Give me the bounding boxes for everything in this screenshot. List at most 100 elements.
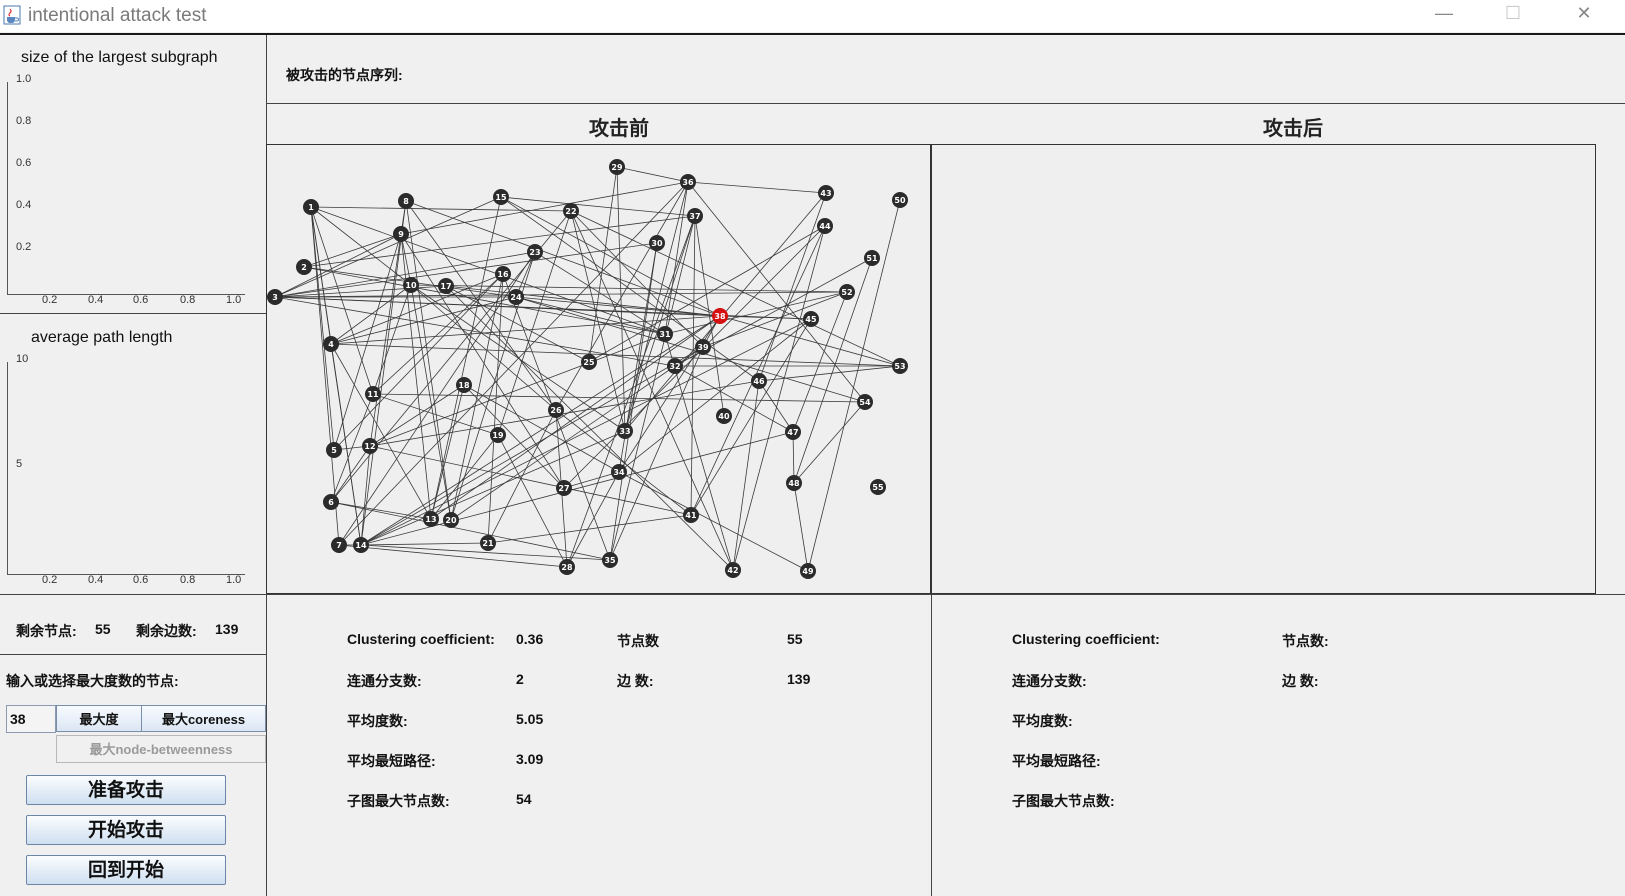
graph-edge xyxy=(793,482,809,572)
node-id-input[interactable]: 38 xyxy=(6,705,56,733)
graph-edge xyxy=(310,206,572,212)
minimize-button[interactable]: — xyxy=(1435,3,1453,23)
graph-node-23[interactable]: 23 xyxy=(527,244,543,260)
graph-node-3[interactable]: 3 xyxy=(267,289,283,305)
graph-edge xyxy=(445,285,590,363)
graph-edge xyxy=(588,225,826,363)
graph-node-54[interactable]: 54 xyxy=(857,394,873,410)
graph-node-label: 20 xyxy=(445,516,457,525)
graph-node-20[interactable]: 20 xyxy=(443,512,459,528)
graph-node-label: 46 xyxy=(753,377,765,386)
graph-node-39[interactable]: 39 xyxy=(695,339,711,355)
x-tick: 0.8 xyxy=(180,294,196,306)
start-attack-button[interactable]: 开始攻击 xyxy=(26,815,226,845)
graph-node-1[interactable]: 1 xyxy=(303,199,319,215)
graph-node-43[interactable]: 43 xyxy=(818,185,834,201)
graph-edge xyxy=(369,333,666,447)
graph-node-6[interactable]: 6 xyxy=(323,494,339,510)
graph-edge xyxy=(793,401,866,484)
graph-node-51[interactable]: 51 xyxy=(864,250,880,266)
close-button[interactable]: ✕ xyxy=(1576,3,1592,23)
graph-node-40[interactable]: 40 xyxy=(716,408,732,424)
graph-node-50[interactable]: 50 xyxy=(892,192,908,208)
graph-node-30[interactable]: 30 xyxy=(649,235,665,251)
graph-node-52[interactable]: 52 xyxy=(839,284,855,300)
graph-node-22[interactable]: 22 xyxy=(563,203,579,219)
graph-node-21[interactable]: 21 xyxy=(480,535,496,551)
window-titlebar xyxy=(0,0,1625,32)
graph-node-4[interactable]: 4 xyxy=(323,336,339,352)
graph-node-circle xyxy=(817,218,833,234)
graph-node-26[interactable]: 26 xyxy=(548,402,564,418)
graph-node-9[interactable]: 9 xyxy=(393,226,409,242)
graph-node-44[interactable]: 44 xyxy=(817,218,833,234)
reset-button[interactable]: 回到开始 xyxy=(26,855,226,885)
graph-node-19[interactable]: 19 xyxy=(490,427,506,443)
graph-node-circle xyxy=(493,189,509,205)
after-attack-title: 攻击后 xyxy=(1263,118,1323,140)
graph-node-10[interactable]: 10 xyxy=(403,277,419,293)
graph-node-5[interactable]: 5 xyxy=(326,442,342,458)
graph-node-2[interactable]: 2 xyxy=(296,259,312,275)
graph-node-25[interactable]: 25 xyxy=(581,354,597,370)
graph-node-14[interactable]: 14 xyxy=(353,537,369,553)
graph-node-12[interactable]: 12 xyxy=(362,438,378,454)
after-max-subgraph-label: 子图最大节点数: xyxy=(1012,793,1115,809)
remaining-nodes-value: 55 xyxy=(95,621,111,637)
graph-edge xyxy=(400,233,412,286)
graph-node-label: 11 xyxy=(367,390,379,399)
graph-node-label: 28 xyxy=(561,563,573,572)
graph-node-label: 4 xyxy=(328,340,334,349)
max-coreness-button[interactable]: 最大coreness xyxy=(141,705,266,732)
graph-node-circle xyxy=(712,308,728,324)
graph-node-circle xyxy=(480,535,496,551)
graph-node-49[interactable]: 49 xyxy=(800,563,816,579)
graph-node-circle xyxy=(508,289,524,305)
graph-node-42[interactable]: 42 xyxy=(725,562,741,578)
graph-edge xyxy=(758,365,901,382)
graph-node-53[interactable]: 53 xyxy=(892,358,908,374)
prepare-attack-button[interactable]: 准备攻击 xyxy=(26,775,226,805)
graph-node-circle xyxy=(438,278,454,294)
graph-node-11[interactable]: 11 xyxy=(365,386,381,402)
graph-node-15[interactable]: 15 xyxy=(493,189,509,205)
max-betweenness-button[interactable]: 最大node-betweenness xyxy=(56,735,266,763)
graph-node-35[interactable]: 35 xyxy=(602,552,618,568)
graph-edge xyxy=(515,296,666,335)
graph-edge xyxy=(500,196,696,217)
graph-node-32[interactable]: 32 xyxy=(667,358,683,374)
graph-node-47[interactable]: 47 xyxy=(785,424,801,440)
y-tick: 0.4 xyxy=(16,199,32,211)
graph-node-48[interactable]: 48 xyxy=(786,475,802,491)
max-subgraph-label: 子图最大节点数: xyxy=(347,793,450,809)
graph-node-circle xyxy=(495,266,511,282)
graph-node-8[interactable]: 8 xyxy=(398,193,414,209)
graph-node-34[interactable]: 34 xyxy=(611,464,627,480)
graph-node-29[interactable]: 29 xyxy=(609,159,625,175)
graph-node-45[interactable]: 45 xyxy=(803,311,819,327)
graph-node-7[interactable]: 7 xyxy=(331,537,347,553)
max-degree-button[interactable]: 最大度 xyxy=(56,705,142,732)
graph-node-46[interactable]: 46 xyxy=(751,373,767,389)
graph-node-24[interactable]: 24 xyxy=(508,289,524,305)
graph-edge xyxy=(807,199,901,572)
clustering-value: 0.36 xyxy=(516,631,544,647)
graph-node-37[interactable]: 37 xyxy=(687,208,703,224)
graph-node-13[interactable]: 13 xyxy=(423,511,439,527)
graph-node-27[interactable]: 27 xyxy=(556,480,572,496)
graph-node-33[interactable]: 33 xyxy=(617,423,633,439)
graph-node-41[interactable]: 41 xyxy=(683,507,699,523)
graph-edge xyxy=(400,181,689,235)
graph-node-16[interactable]: 16 xyxy=(495,266,511,282)
graph-node-55[interactable]: 55 xyxy=(870,479,886,495)
graph-node-31[interactable]: 31 xyxy=(657,326,673,342)
graph-node-28[interactable]: 28 xyxy=(559,559,575,575)
y-tick: 0.6 xyxy=(16,157,32,169)
graph-node-36[interactable]: 36 xyxy=(680,174,696,190)
graph-edge xyxy=(405,200,557,411)
graph-node-18[interactable]: 18 xyxy=(456,377,472,393)
graph-node-38[interactable]: 38 xyxy=(712,308,728,324)
maximize-button[interactable]: ☐ xyxy=(1504,3,1522,23)
graph-node-17[interactable]: 17 xyxy=(438,278,454,294)
graph-node-circle xyxy=(657,326,673,342)
